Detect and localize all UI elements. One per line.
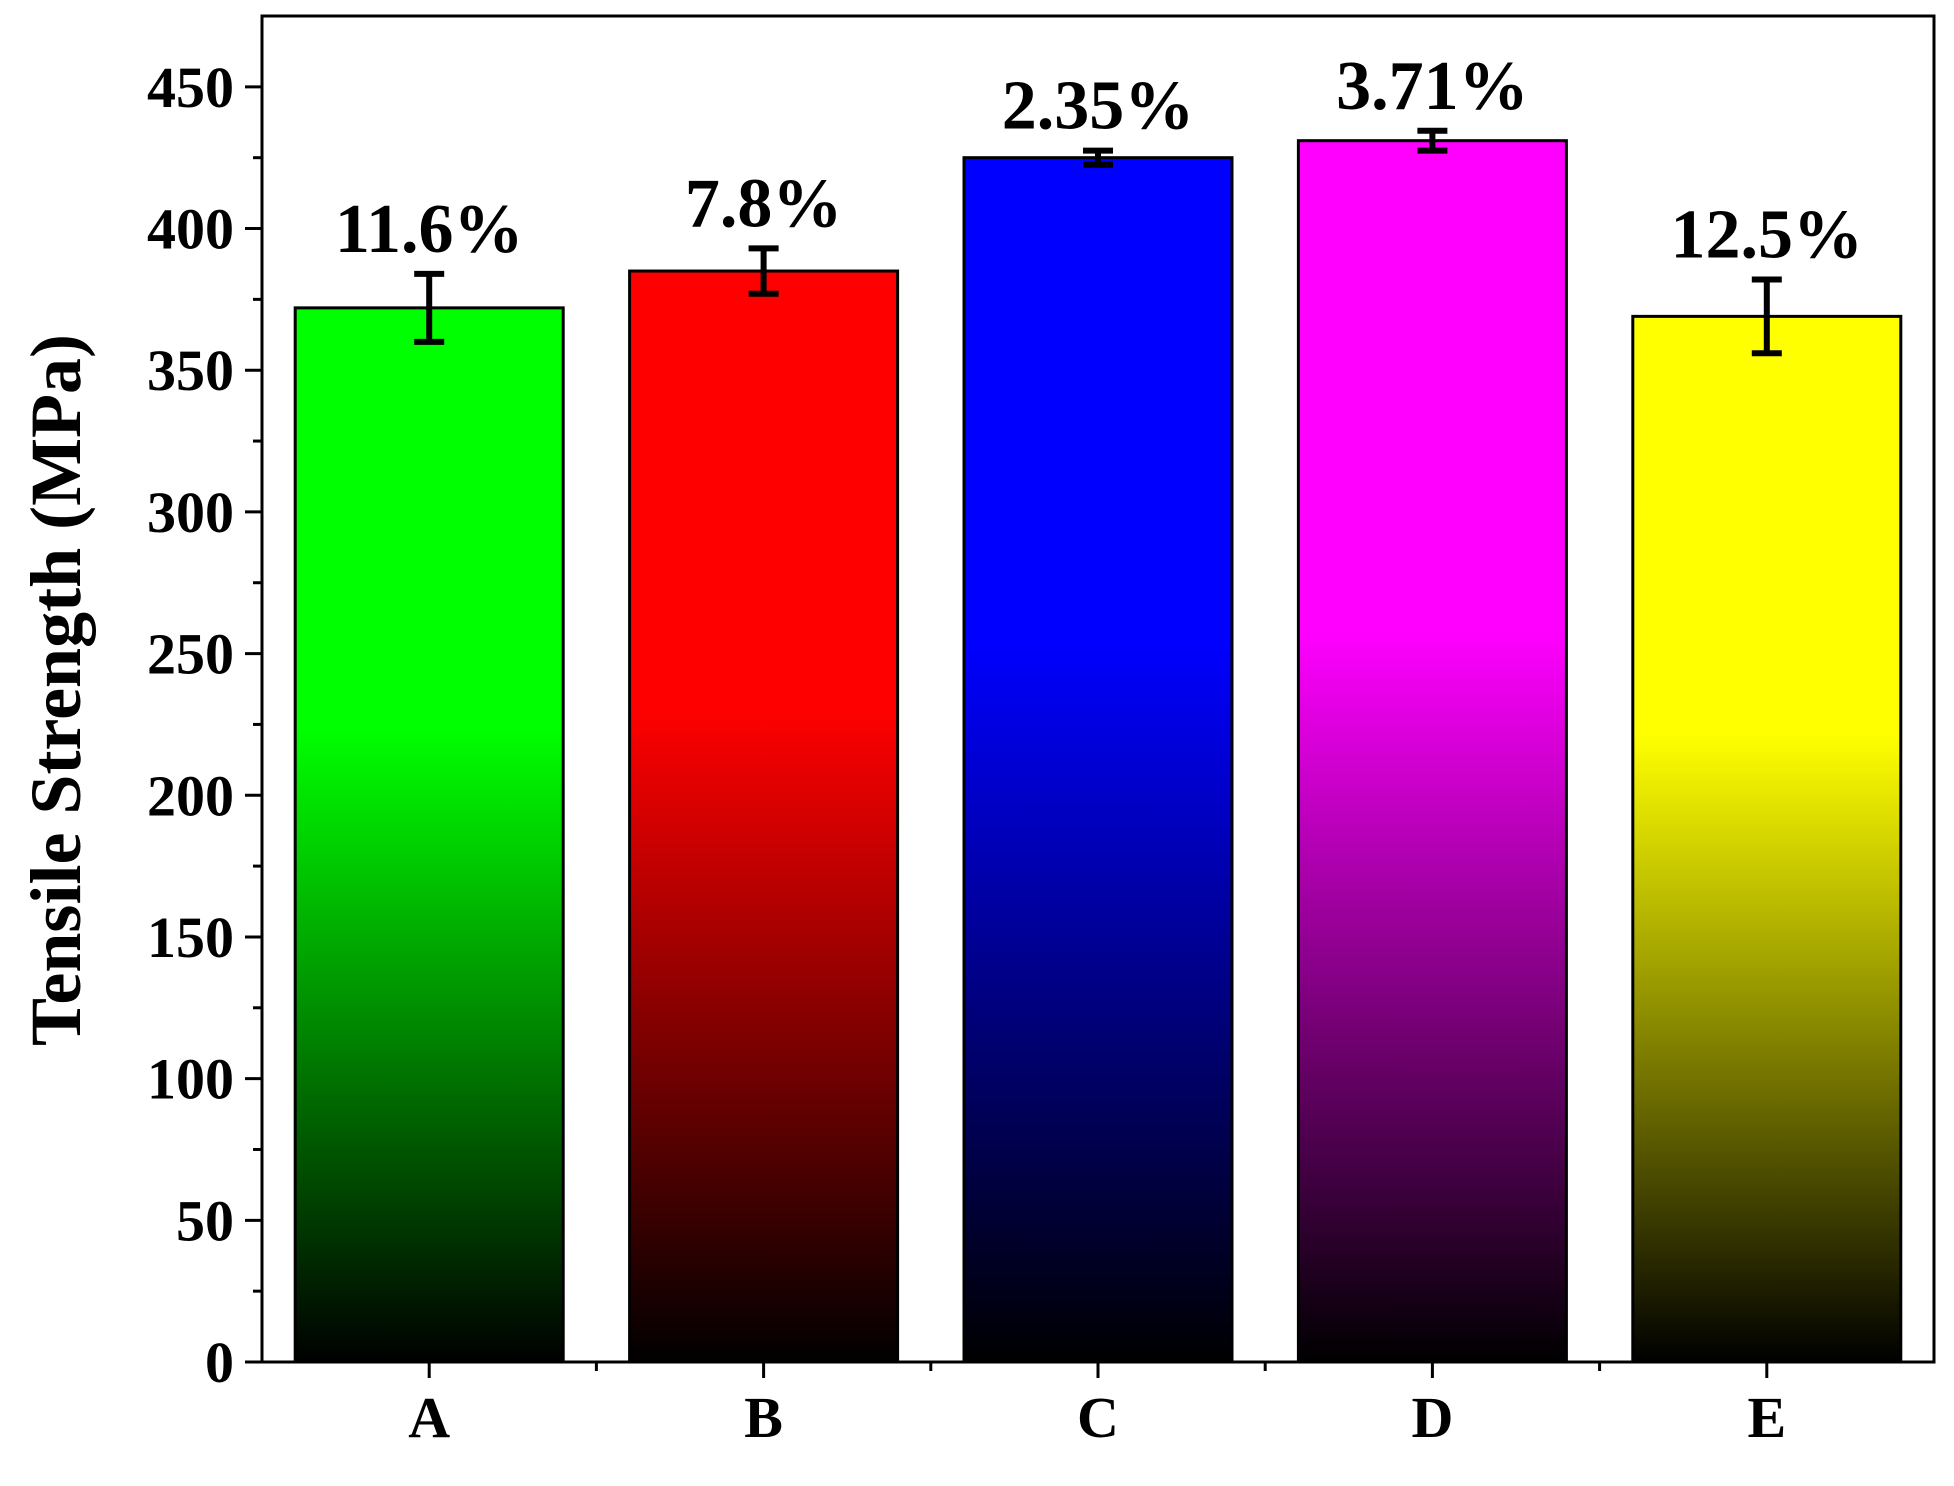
x-tick-label-B: B	[744, 1385, 783, 1450]
y-tick-label: 0	[205, 1330, 234, 1395]
y-tick-label: 450	[147, 55, 234, 120]
bar-E	[1631, 314, 1903, 1364]
bars-layer	[293, 139, 1903, 1364]
annotation-label-D: 3.71%	[1336, 48, 1529, 125]
error-bar-B	[748, 245, 779, 297]
y-tick-label: 400	[147, 197, 234, 262]
annotation-label-A: 11.6%	[335, 191, 524, 268]
bar-D	[1296, 139, 1568, 1364]
x-tick-label-E: E	[1747, 1385, 1786, 1450]
error-bar-A	[414, 270, 445, 345]
error-bar-D	[1417, 127, 1448, 154]
annotation-label-E: 12.5%	[1671, 197, 1864, 274]
y-axis-title: Tensile Strength (MPa)	[16, 334, 96, 1046]
x-tick-label-A: A	[408, 1385, 450, 1450]
y-tick-label: 150	[147, 905, 234, 970]
x-tick-label-C: C	[1077, 1385, 1119, 1450]
error-bars-layer	[414, 127, 1782, 357]
annotation-label-C: 2.35%	[1002, 68, 1195, 145]
bar-B	[628, 269, 900, 1364]
bar-C	[962, 156, 1234, 1364]
y-tick-label: 300	[147, 480, 234, 545]
x-tick-label-D: D	[1411, 1385, 1453, 1450]
y-tick-label: 350	[147, 338, 234, 403]
axes-layer: A B C D E 0 50 100 150 200 250 300 350 400 450	[147, 14, 1936, 1450]
y-tick-label: 250	[147, 622, 234, 687]
y-tick-label: 50	[176, 1188, 234, 1253]
annotation-label-B: 7.8%	[685, 165, 843, 242]
annotation-labels-layer: 11.6% 7.8% 2.35% 3.71% 12.5%	[335, 48, 1863, 274]
bar-A	[293, 306, 565, 1364]
plot-frame	[260, 14, 1936, 1364]
error-bar-E	[1751, 276, 1782, 357]
y-tick-label: 100	[147, 1047, 234, 1112]
y-tick-label: 200	[147, 763, 234, 828]
error-bar-C	[1083, 147, 1113, 168]
